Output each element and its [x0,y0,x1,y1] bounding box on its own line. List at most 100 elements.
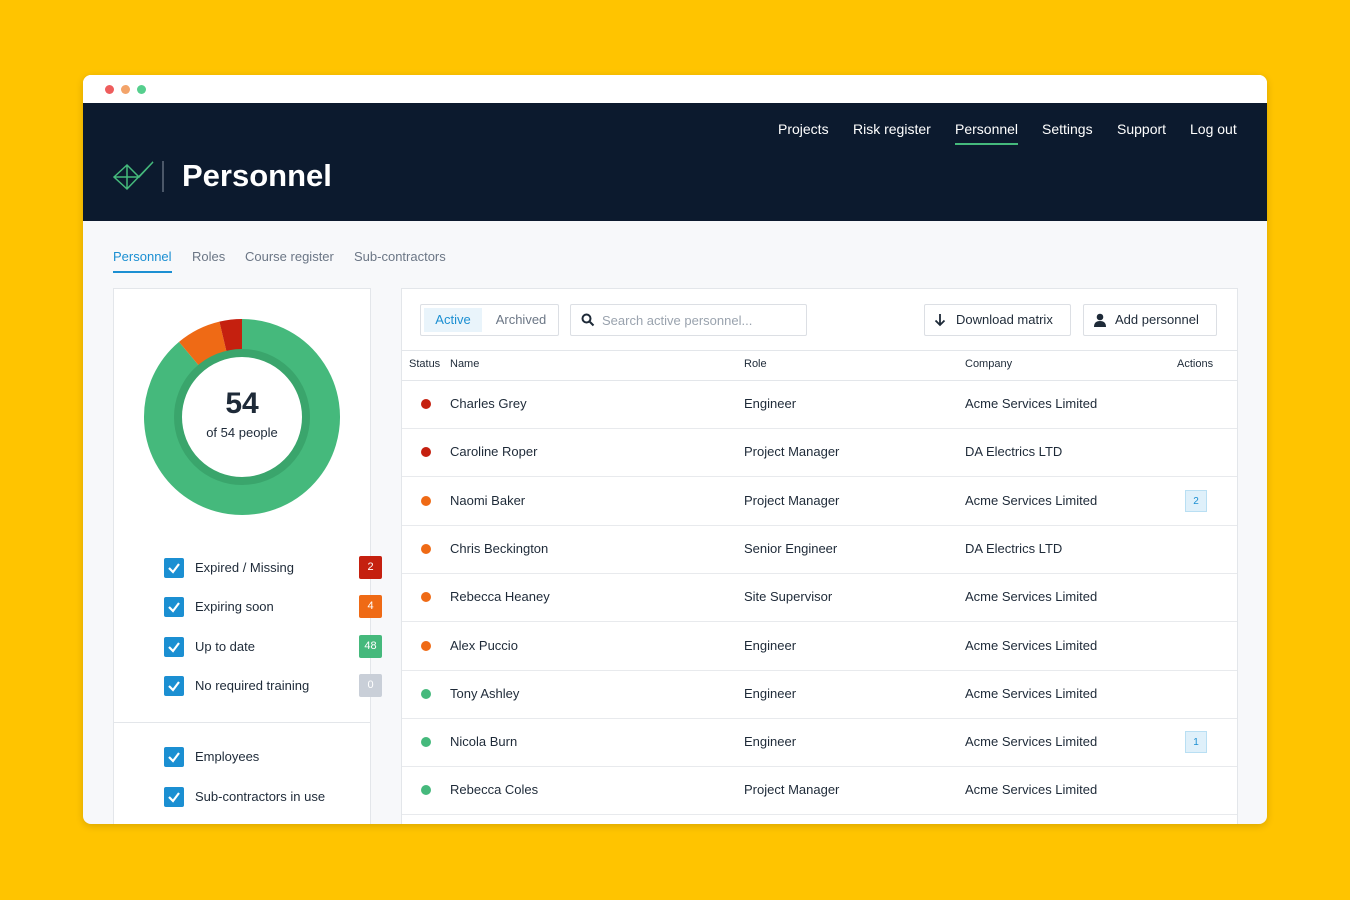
close-dot[interactable] [105,85,114,94]
button-label: Download matrix [956,312,1053,327]
company-cell: Acme Services Limited [965,492,1098,508]
filter-label: Up to date [195,638,255,654]
column-header: Actions [1177,358,1214,370]
page-title: Personnel [182,158,332,193]
table-row[interactable]: Charles Grey Engineer Acme Services Limite… [402,380,1237,429]
nav-link[interactable]: Log out [1190,121,1237,137]
nav-link[interactable]: Settings [1042,121,1093,137]
name-cell: Caroline Roper [450,444,538,460]
role-cell: Senior Engineer [744,540,838,556]
add-button[interactable]: Add personnel [1083,304,1217,336]
table-row[interactable]: Nicola Burn Engineer Acme Services Limited… [402,718,1237,768]
donut-chart [144,319,340,515]
filter-label: Expiring soon [195,599,274,615]
status-toggle: Active Archived [420,304,559,336]
company-cell: Acme Services Limited [965,396,1098,411]
checkbox[interactable] [164,636,184,657]
table-row[interactable]: Naomi Baker Project Manager Acme Services … [402,477,1237,526]
check-mark [168,641,180,653]
checkbox[interactable] [164,675,184,696]
min-dot[interactable] [121,85,130,94]
role-cell: Project Manager [744,492,840,508]
nav-link[interactable]: Risk register [853,121,931,137]
check-mark [168,602,180,613]
role-cell: Project Manager [744,444,840,460]
status-dot [421,399,431,409]
personnel-table-panel: Active Archived Search active personnel.… [401,288,1238,824]
nav-link[interactable]: Projects [778,121,829,137]
max-dot[interactable] [137,85,146,94]
check-mark [168,752,180,763]
company-cell: Acme Services Limited [965,685,1098,701]
download-button[interactable]: Download matrix [924,304,1071,336]
logo [113,161,164,192]
status-dot [421,447,431,458]
toggle-active[interactable]: Active [424,308,482,332]
table-header [402,350,1237,381]
donut-segment [219,319,243,357]
table-row[interactable]: Alex Puccio Engineer Acme Services Limited [402,622,1237,671]
search-box[interactable]: Search active personnel... [570,304,807,336]
filter-count: 48 [359,634,382,658]
toggle-archived[interactable]: Archived [495,312,547,327]
action-badge[interactable]: 2 [1185,489,1207,512]
sub-tab[interactable]: Course register [245,249,334,264]
checkbox[interactable] [164,747,184,767]
filter-count: 0 [359,673,382,697]
table-row[interactable]: Rebecca Coles Project Manager Acme Service… [402,766,1237,816]
check-mark [168,792,180,803]
company-cell: Acme Services Limited [965,734,1098,750]
nav-link[interactable]: Personnel [955,121,1019,145]
status-dot [421,543,431,554]
company-cell: Acme Services Limited [965,637,1098,653]
search-icon [581,313,595,327]
nav-link[interactable]: Support [1117,121,1167,137]
donut-segment [179,321,229,371]
role-cell: Engineer [744,734,797,750]
group-label: Employees [195,749,260,764]
checkbox[interactable] [164,558,184,578]
filter-label: Expired / Missing [195,560,294,575]
table-row[interactable]: Caroline Roper Project Manager DA Electric… [402,428,1237,478]
status-dot [421,688,431,699]
name-cell: Naomi Baker [450,492,526,508]
table-row[interactable]: Rebecca Heaney Site Supervisor Acme Servic… [402,573,1237,623]
column-header: Status [409,358,441,370]
table-row[interactable]: Tony Ashley Engineer Acme Services Limited [402,670,1237,719]
company-cell: Acme Services Limited [965,782,1098,798]
name-cell: Chris Beckington [450,540,549,556]
filter-label: No required training [195,677,310,693]
app-window: Personnel Projects Risk register Personnel… [83,75,1267,824]
company-cell: DA Electrics LTD [965,540,1063,556]
button-label: Add personnel [1115,312,1199,327]
status-dot [421,737,431,748]
name-cell: Nicola Burn [450,734,518,750]
status-dot [421,640,431,651]
header: Personnel Projects Risk register Personnel… [83,103,1267,221]
status-dot [421,592,431,603]
checkbox[interactable] [164,787,184,807]
search-placeholder: Search active personnel... [602,313,753,328]
sub-tab[interactable]: Roles [192,249,226,264]
donut-segment [144,319,340,515]
sub-tab[interactable]: Sub-contractors [354,249,446,264]
summary-panel: 54 of 54 people Expired / Missing 2 Expiri… [113,288,382,824]
status-dot [421,495,431,506]
name-cell: Rebecca Heaney [450,589,550,605]
check-mark [168,681,180,692]
sub-tab[interactable]: Personnel [113,249,172,273]
role-cell: Site Supervisor [744,589,833,605]
table-row[interactable]: Chris Beckington Senior Engineer DA Electr… [402,525,1237,574]
column-header: Company [965,358,1013,370]
name-cell: Tony Ashley [450,685,520,701]
divider [114,722,370,723]
name-cell: Alex Puccio [450,637,518,653]
role-cell: Engineer [744,637,797,653]
check-mark [168,563,180,574]
status-dot [421,785,431,796]
action-badge[interactable]: 1 [1185,731,1207,754]
inner-ring [174,349,310,485]
filter-count: 2 [359,556,382,579]
group-label: Sub-contractors in use [195,789,326,804]
checkbox[interactable] [164,597,184,618]
